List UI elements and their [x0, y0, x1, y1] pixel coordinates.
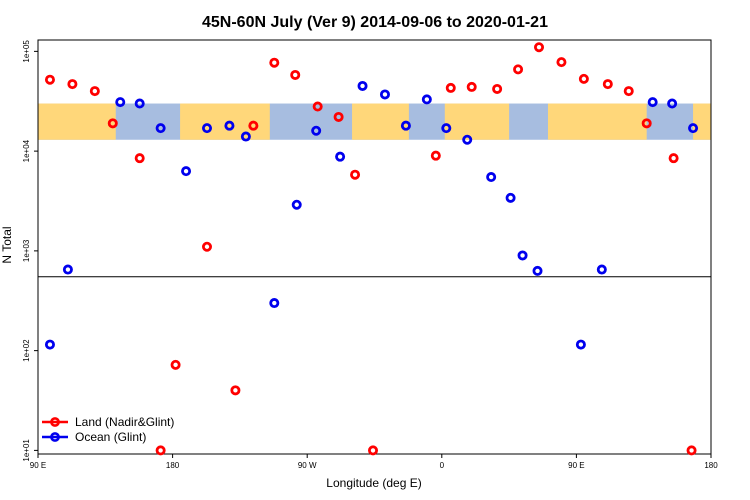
map-land-1 — [180, 103, 270, 140]
land-point — [602, 79, 613, 90]
ocean-point — [291, 199, 302, 210]
land-point — [445, 82, 456, 93]
land-point — [466, 81, 477, 92]
ocean-point — [441, 123, 452, 134]
map-land-0 — [38, 103, 116, 140]
y-tick-label: 1e+05 — [22, 40, 31, 63]
land-point — [368, 445, 379, 456]
land-point — [89, 86, 100, 97]
ocean-point — [532, 265, 543, 276]
x-axis: 90 E 180 90 W 0 90 E 180 — [30, 454, 718, 470]
plot-frame — [37, 39, 712, 455]
ocean-point — [201, 123, 212, 134]
map-land-5 — [693, 103, 711, 140]
ocean-point — [505, 192, 516, 203]
ocean-point — [688, 123, 699, 134]
land-point — [623, 86, 634, 97]
ocean-point — [379, 89, 390, 100]
land-point — [430, 150, 441, 161]
land-point — [350, 169, 361, 180]
land-point — [668, 153, 679, 164]
legend-label-ocean: Ocean (Glint) — [75, 430, 146, 444]
land-point — [492, 83, 503, 94]
series-land — [44, 42, 697, 456]
y-tick-label: 1e+04 — [22, 139, 31, 162]
series-ocean — [44, 80, 699, 350]
legend-marker-ocean — [50, 432, 60, 442]
ocean-point — [647, 97, 658, 108]
x-axis-label: Longitude (deg E) — [326, 476, 421, 490]
x-tick-label: 180 — [704, 461, 718, 470]
land-point — [170, 359, 181, 370]
world-map-strip — [38, 103, 711, 140]
land-point — [155, 445, 166, 456]
ocean-point — [115, 97, 126, 108]
land-point — [107, 118, 118, 129]
map-land-4 — [547, 103, 647, 140]
ocean-point — [311, 125, 322, 136]
chart-title: 45N-60N July (Ver 9) 2014-09-06 to 2020-… — [202, 14, 548, 31]
ocean-point — [181, 166, 192, 177]
x-tick-label: 90 E — [568, 461, 584, 470]
land-point — [44, 74, 55, 85]
map-land-2 — [352, 103, 409, 140]
ocean-point — [269, 298, 280, 309]
ocean-point — [240, 131, 251, 142]
ocean-point — [596, 264, 607, 275]
ocean-point — [155, 123, 166, 134]
ocean-point — [62, 264, 73, 275]
x-tick-label: 180 — [166, 461, 180, 470]
x-tick-label: 90 E — [30, 461, 46, 470]
ocean-point — [134, 98, 145, 109]
ocean-point — [400, 120, 411, 131]
y-tick-label: 1e+03 — [22, 239, 31, 262]
x-tick-label: 0 — [440, 461, 445, 470]
land-point — [513, 64, 524, 75]
ocean-point — [335, 151, 346, 162]
land-point — [269, 57, 280, 68]
land-point — [67, 79, 78, 90]
ocean-point — [667, 98, 678, 109]
land-point — [290, 69, 301, 80]
legend: Land (Nadir&Glint) Ocean (Glint) — [42, 415, 174, 444]
y-axis-label: N Total — [0, 226, 14, 263]
land-point — [641, 118, 652, 129]
legend-label-land: Land (Nadir&Glint) — [75, 415, 174, 429]
land-point — [556, 57, 567, 68]
land-point — [578, 73, 589, 84]
ocean-point — [575, 339, 586, 350]
ocean-point — [44, 339, 55, 350]
y-tick-label: 1e+02 — [22, 339, 31, 362]
ocean-point — [462, 134, 473, 145]
x-tick-label: 90 W — [298, 461, 317, 470]
land-point — [230, 385, 241, 396]
land-point — [312, 101, 323, 112]
land-point — [201, 241, 212, 252]
land-point — [686, 445, 697, 456]
map-land-3 — [444, 103, 510, 140]
ocean-point — [224, 120, 235, 131]
land-point — [134, 153, 145, 164]
y-tick-label: 1e+01 — [22, 439, 31, 462]
ocean-point — [517, 250, 528, 261]
ocean-point — [357, 80, 368, 91]
ocean-point — [486, 172, 497, 183]
legend-marker-land — [50, 417, 60, 427]
y-axis: 1e+01 1e+02 1e+03 1e+04 1e+05 — [22, 40, 38, 462]
land-point — [248, 120, 259, 131]
ocean-point — [421, 94, 432, 105]
land-point — [333, 111, 344, 122]
land-point — [534, 42, 545, 53]
